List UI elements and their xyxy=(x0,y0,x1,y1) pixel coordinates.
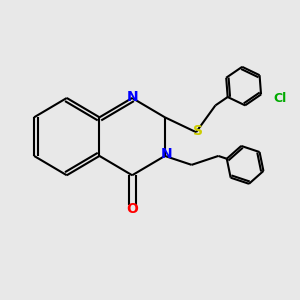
Text: O: O xyxy=(126,202,138,216)
Text: N: N xyxy=(160,148,172,161)
Text: S: S xyxy=(193,124,202,138)
Text: N: N xyxy=(126,89,138,103)
Text: Cl: Cl xyxy=(273,92,286,105)
